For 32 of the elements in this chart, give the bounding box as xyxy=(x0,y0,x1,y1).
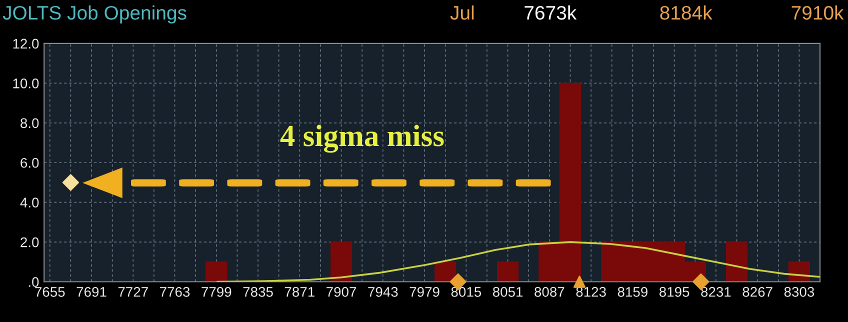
y-tick-label: 4.0 xyxy=(20,198,39,208)
y-tick-label: 2.0 xyxy=(20,237,39,248)
x-tick-label: 8267 xyxy=(742,286,772,297)
y-tick-label: 12.0 xyxy=(13,38,39,49)
x-tick-label: 7835 xyxy=(243,286,273,297)
y-tick-label: 10.0 xyxy=(13,78,39,88)
x-tick-label: 8159 xyxy=(618,286,648,297)
x-tick-label: 8087 xyxy=(534,286,564,297)
y-tick-label: 8.0 xyxy=(20,118,39,128)
x-tick-label: 8303 xyxy=(784,286,814,297)
text: 8184k xyxy=(660,5,712,20)
x-tick-label: 8015 xyxy=(451,286,482,297)
x-tick-label: 7763 xyxy=(160,286,190,297)
text: Jul xyxy=(450,5,474,20)
x-tick-label: 7727 xyxy=(118,286,148,297)
annotation: 4 sigma miss xyxy=(280,124,444,153)
text: 7673k xyxy=(524,5,577,20)
x-tick-label: 8231 xyxy=(701,286,731,297)
x-tick-label: 8123 xyxy=(576,286,606,297)
x-tick-label: 7943 xyxy=(368,286,398,297)
x-tick-label: 7691 xyxy=(76,286,106,297)
x-tick-label: 7655 xyxy=(35,286,65,297)
x-tick-label: 7871 xyxy=(284,286,314,297)
chart-title: JOLTS Job Openings xyxy=(2,5,186,24)
x-tick-label: 8195 xyxy=(659,286,690,297)
y-tick-label: 6.0 xyxy=(20,158,39,168)
text: 7910k xyxy=(792,5,844,20)
y-tick-label: .0 xyxy=(28,277,39,287)
x-tick-label: 7799 xyxy=(202,286,232,297)
x-tick-label: 8051 xyxy=(492,286,523,297)
x-tick-label: 7979 xyxy=(410,286,440,297)
x-tick-label: 7907 xyxy=(326,286,356,297)
